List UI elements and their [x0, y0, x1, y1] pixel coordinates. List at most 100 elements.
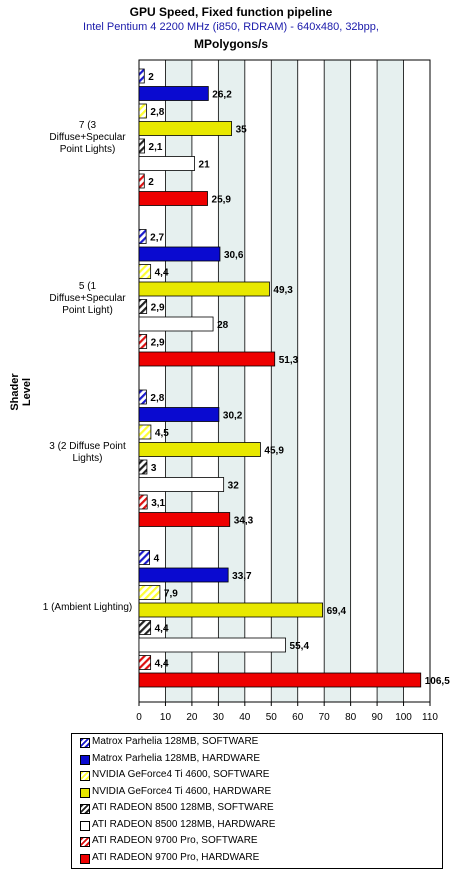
- data-label: 2,8: [150, 393, 164, 404]
- bar: [138, 672, 422, 688]
- bar: [138, 550, 150, 565]
- bar: [138, 407, 220, 422]
- plot-band: [377, 60, 404, 702]
- legend-label: ATI RADEON 9700 Pro, SOFTWARE: [92, 835, 258, 846]
- legend-label: Matrox Parhelia 128MB, SOFTWARE: [92, 736, 259, 747]
- data-label: 2,9: [151, 303, 165, 314]
- data-label: 45,9: [264, 446, 284, 457]
- bar: [138, 585, 161, 600]
- data-label: 2,1: [149, 142, 163, 153]
- unit-label: MPolygons/s: [193, 37, 268, 51]
- legend-swatch: [80, 787, 90, 798]
- category-label: 3 (2 Diffuse Point Lights): [49, 441, 126, 465]
- data-label: 30,6: [224, 250, 244, 261]
- x-tick-label: 0: [136, 712, 142, 723]
- data-label: 69,4: [327, 606, 347, 617]
- bar: [138, 637, 286, 653]
- data-label: 7,9: [164, 589, 178, 600]
- bar: [138, 138, 145, 154]
- bar: [138, 68, 145, 84]
- data-label: 4: [154, 554, 160, 565]
- chart-legend: Matrox Parhelia 128MB, SOFTWARE Matrox Pa…: [71, 733, 443, 869]
- bar: [138, 229, 147, 244]
- x-tick-label: 40: [239, 712, 251, 723]
- data-label: 3,1: [151, 498, 165, 509]
- data-label: 106,5: [425, 676, 450, 687]
- bar: [138, 246, 221, 262]
- x-tick-label: 30: [213, 712, 225, 723]
- data-label: 4,5: [155, 428, 169, 439]
- data-label: 4,4: [155, 659, 169, 670]
- legend-label: NVIDIA GeForce4 Ti 4600, SOFTWARE: [92, 769, 270, 780]
- bar: [138, 567, 229, 583]
- bar: [138, 477, 225, 492]
- bar: [138, 620, 152, 635]
- data-label: 34,3: [234, 516, 254, 527]
- data-label: 2: [148, 72, 154, 83]
- chart-subtitle: Intel Pentium 4 2200 MHz (i850, RDRAM) -…: [83, 21, 379, 33]
- data-label: 3: [151, 463, 157, 474]
- bar: [138, 316, 214, 332]
- legend-swatch: [80, 837, 90, 847]
- legend-swatch: [80, 738, 90, 748]
- x-tick-label: 50: [266, 712, 278, 723]
- bar: [138, 351, 276, 367]
- legend-swatch: [80, 804, 90, 814]
- x-tick-label: 90: [372, 712, 384, 723]
- bar: [138, 494, 148, 510]
- bar: [138, 191, 208, 206]
- bar: [138, 299, 148, 314]
- legend-swatch: [80, 754, 90, 765]
- bar: [138, 334, 148, 349]
- bar: [138, 602, 323, 618]
- x-tick-label: 80: [345, 712, 357, 723]
- bar: [138, 459, 148, 475]
- data-label: 32: [228, 481, 240, 492]
- data-label: 55,4: [290, 641, 310, 652]
- legend-label: NVIDIA GeForce4 Ti 4600, HARDWARE: [92, 785, 272, 797]
- x-tick-label: 100: [395, 712, 412, 723]
- bar: [138, 121, 232, 136]
- chart-title: GPU Speed, Fixed function pipeline: [129, 5, 333, 19]
- legend-swatch: [80, 820, 90, 831]
- bar: [138, 389, 147, 405]
- bar: [138, 512, 231, 527]
- category-label: 7 (3 Diffuse+Specular Point Lights): [49, 120, 126, 156]
- plot-band: [218, 60, 245, 702]
- bar: [138, 103, 147, 119]
- x-tick-label: 60: [292, 712, 304, 723]
- data-label: 26,2: [212, 90, 232, 101]
- data-label: 28: [217, 320, 229, 331]
- data-label: 51,3: [279, 355, 299, 366]
- data-label: 30,2: [223, 411, 243, 422]
- legend-label: Matrox Parhelia 128MB, HARDWARE: [92, 752, 261, 764]
- data-label: 2: [148, 177, 154, 188]
- data-label: 33,7: [232, 571, 252, 582]
- data-label: 35: [236, 125, 248, 136]
- bar: [138, 264, 152, 279]
- category-label: 1 (Ambient Lighting): [42, 601, 133, 613]
- x-tick-label: 70: [319, 712, 331, 723]
- legend-swatch: [80, 771, 90, 781]
- x-tick-label: 20: [186, 712, 198, 723]
- plot-border: [138, 59, 431, 703]
- legend-label: ATI RADEON 9700 Pro, HARDWARE: [92, 851, 260, 863]
- x-tick-label: 110: [422, 712, 438, 723]
- data-label: 4,4: [155, 624, 169, 635]
- bar: [138, 424, 152, 440]
- legend-label: ATI RADEON 8500 128MB, HARDWARE: [92, 818, 276, 830]
- data-label: 2,9: [151, 338, 165, 349]
- bar: [138, 173, 145, 189]
- data-label: 2,7: [150, 233, 164, 244]
- legend-label: ATI RADEON 8500 128MB, SOFTWARE: [92, 802, 274, 813]
- plot-band: [324, 60, 351, 702]
- data-label: 4,4: [155, 268, 169, 279]
- data-label: 49,3: [273, 285, 293, 296]
- category-label: 5 (1 Diffuse+Specular Point Light): [49, 280, 126, 316]
- data-label: 25,9: [212, 195, 232, 206]
- bar: [138, 442, 261, 457]
- legend-swatch: [80, 853, 90, 864]
- bar: [138, 655, 152, 670]
- bar: [138, 156, 195, 171]
